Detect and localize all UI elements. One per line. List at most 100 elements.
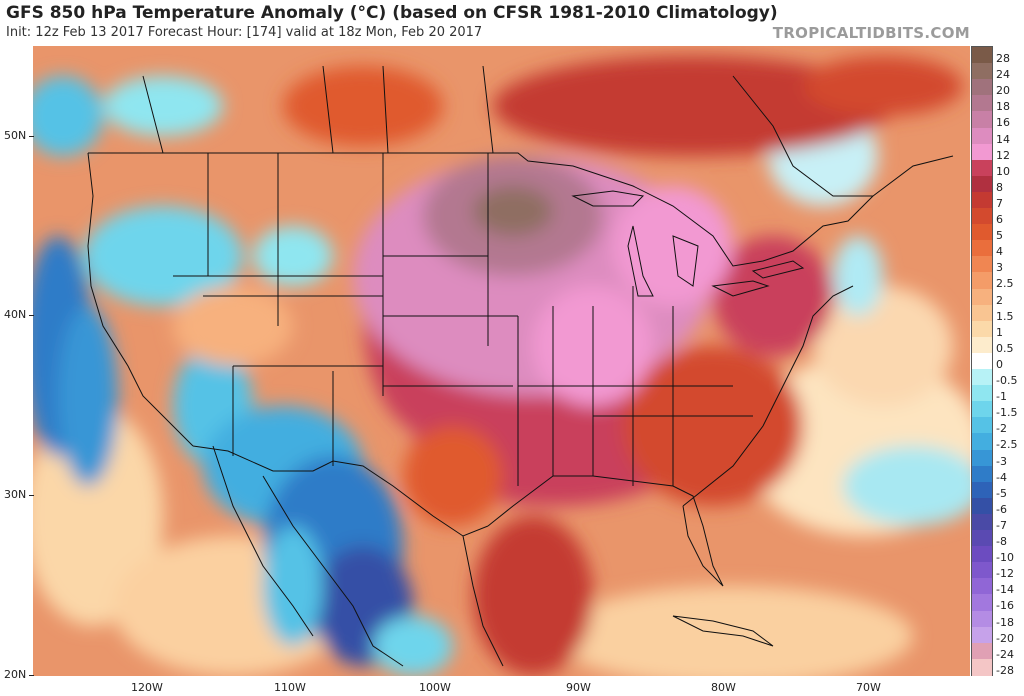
colorbar-label: 5: [996, 229, 1003, 243]
colorbar-swatch: [972, 465, 992, 483]
colorbar-label: 24: [996, 68, 1010, 82]
lon-label-90w: 90W: [566, 681, 591, 694]
map-graphic: [33, 46, 970, 676]
lon-label-100w: 100W: [419, 681, 451, 694]
colorbar-swatch: [972, 658, 992, 676]
colorbar-swatch: [972, 546, 992, 563]
colorbar-label: 14: [996, 132, 1010, 146]
anomaly-map: [33, 46, 970, 676]
colorbar-label: -18: [996, 615, 1014, 629]
colorbar: [971, 46, 993, 676]
colorbar-label: -14: [996, 583, 1014, 597]
colorbar-swatch: [972, 513, 992, 531]
colorbar-swatch: [972, 79, 992, 96]
lat-tick: [29, 136, 34, 137]
colorbar-label: -12: [996, 567, 1014, 581]
colorbar-swatch: [972, 401, 992, 418]
colorbar-swatch: [972, 256, 992, 274]
colorbar-swatch: [972, 111, 992, 129]
colorbar-label: 0.5: [996, 341, 1014, 355]
brand-watermark: TROPICALTIDBITS.COM: [772, 24, 970, 42]
colorbar-label: 0: [996, 357, 1003, 371]
colorbar-label: -2: [996, 422, 1007, 436]
colorbar-label: -0.5: [996, 374, 1018, 388]
colorbar-swatch: [972, 610, 992, 628]
colorbar-label: -4: [996, 470, 1007, 484]
map-title: GFS 850 hPa Temperature Anomaly (°C) (ba…: [6, 3, 778, 23]
forecast-info: Init: 12z Feb 13 2017 Forecast Hour: [17…: [6, 25, 483, 40]
colorbar-label: 16: [996, 116, 1010, 130]
colorbar-label: -5: [996, 486, 1007, 500]
colorbar-label: 10: [996, 164, 1010, 178]
colorbar-label: 7: [996, 196, 1003, 210]
anomaly-field: [33, 56, 970, 676]
colorbar-label: 2.5: [996, 277, 1014, 291]
colorbar-swatch: [972, 578, 992, 596]
colorbar-swatch: [972, 385, 992, 402]
colorbar-label: -28: [996, 663, 1014, 677]
colorbar-swatch: [972, 497, 992, 515]
colorbar-swatch: [972, 562, 992, 579]
colorbar-swatch: [972, 642, 992, 660]
lat-label-30n: 30N: [4, 488, 27, 501]
colorbar-label: -6: [996, 502, 1007, 516]
colorbar-swatch: [972, 336, 992, 354]
lat-tick: [29, 315, 34, 316]
colorbar-swatch: [972, 530, 992, 547]
colorbar-label: -20: [996, 631, 1014, 645]
colorbar-swatch: [972, 481, 992, 499]
lon-label-80w: 80W: [711, 681, 736, 694]
colorbar-label: 28: [996, 52, 1010, 65]
colorbar-swatch: [972, 626, 992, 644]
colorbar-label: -8: [996, 535, 1007, 549]
colorbar-label: 1.5: [996, 309, 1014, 323]
colorbar-label: 2: [996, 293, 1003, 307]
colorbar-swatch: [972, 143, 992, 161]
lat-tick: [29, 495, 34, 496]
lat-label-50n: 50N: [4, 129, 27, 142]
colorbar-swatch: [972, 127, 992, 145]
colorbar-label: -3: [996, 454, 1007, 468]
colorbar-label: -1: [996, 390, 1007, 404]
colorbar-swatch: [972, 288, 992, 306]
colorbar-swatch: [972, 159, 992, 177]
colorbar-label: 12: [996, 148, 1010, 162]
colorbar-swatch: [972, 47, 992, 64]
colorbar-label: 4: [996, 245, 1003, 259]
colorbar-label: 6: [996, 213, 1003, 227]
lat-label-40n: 40N: [4, 308, 27, 321]
colorbar-swatch: [972, 63, 992, 80]
lon-label-120w: 120W: [131, 681, 163, 694]
colorbar-swatch: [972, 224, 992, 241]
colorbar-label: -7: [996, 518, 1007, 532]
lat-tick: [29, 675, 34, 676]
colorbar-swatch: [972, 369, 992, 386]
colorbar-label: 8: [996, 180, 1003, 194]
colorbar-label: 20: [996, 84, 1010, 98]
colorbar-swatch: [972, 208, 992, 225]
colorbar-label: -16: [996, 599, 1014, 613]
colorbar-label: -24: [996, 647, 1014, 661]
colorbar-label: 3: [996, 261, 1003, 275]
colorbar-label: -10: [996, 551, 1014, 565]
colorbar-swatch: [972, 175, 992, 193]
colorbar-swatch: [972, 191, 992, 209]
colorbar-label: 1: [996, 325, 1003, 339]
header: GFS 850 hPa Temperature Anomaly (°C) (ba…: [0, 0, 1024, 46]
colorbar-label: -2.5: [996, 438, 1018, 452]
colorbar-swatch: [972, 240, 992, 257]
colorbar-swatch: [972, 304, 992, 322]
colorbar-label: -1.5: [996, 406, 1018, 420]
colorbar-swatch: [972, 95, 992, 112]
boundaries: [87, 65, 954, 667]
lon-label-70w: 70W: [856, 681, 881, 694]
colorbar-swatch: [972, 352, 992, 370]
lon-label-110w: 110W: [274, 681, 306, 694]
lat-label-20n: 20N: [4, 668, 27, 681]
colorbar-swatch: [972, 594, 992, 612]
colorbar-swatch: [972, 449, 992, 467]
colorbar-label: 18: [996, 100, 1010, 114]
colorbar-swatch: [972, 417, 992, 435]
colorbar-swatch: [972, 433, 992, 451]
colorbar-swatch: [972, 320, 992, 338]
